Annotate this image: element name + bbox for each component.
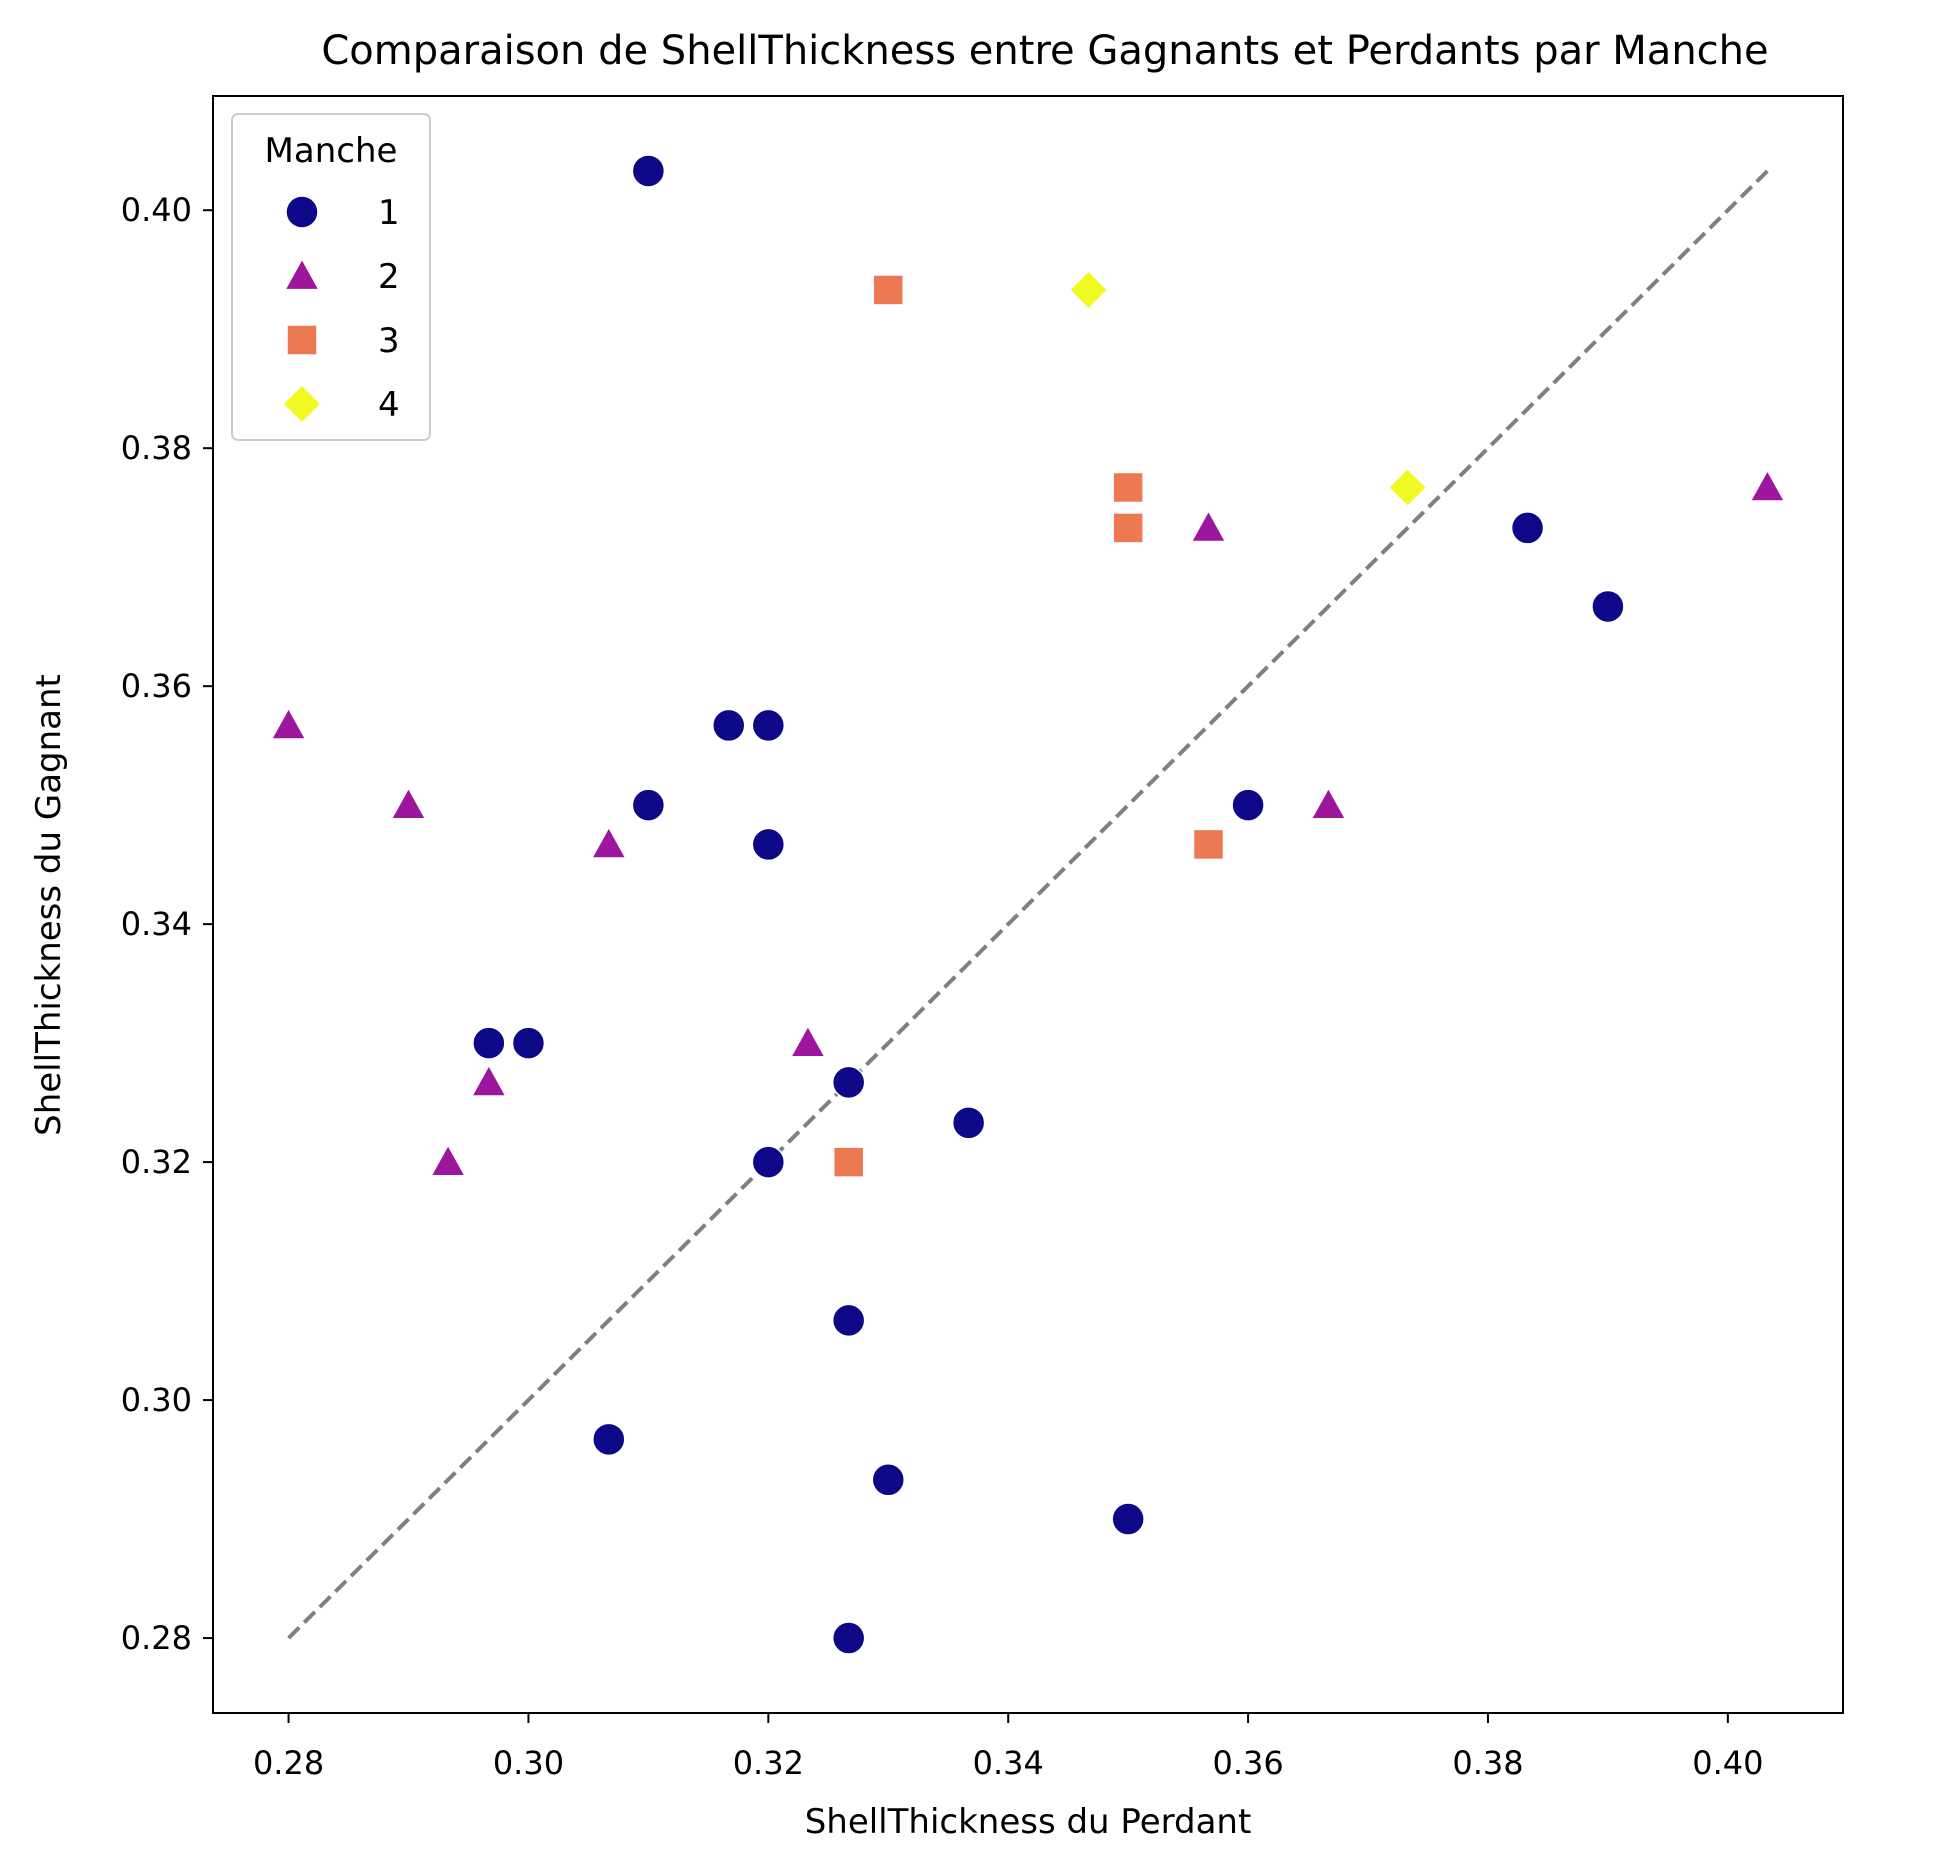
y-tick-label: 0.36 bbox=[121, 667, 192, 705]
data-point-manche-1 bbox=[871, 1463, 906, 1497]
legend-label: 4 bbox=[378, 385, 400, 425]
data-point-manche-1 bbox=[1510, 511, 1545, 545]
y-axis-ticks: 0.28 0.30 0.32 0.34 0.36 0.38 0.40 bbox=[121, 191, 213, 1657]
x-tick-label: 0.40 bbox=[1692, 1744, 1763, 1782]
data-point-manche-1 bbox=[831, 1303, 866, 1338]
plot-area bbox=[212, 95, 1844, 1714]
data-point-manche-2 bbox=[270, 706, 307, 740]
data-point-manche-1 bbox=[1591, 589, 1625, 624]
legend-marker-manche-4 bbox=[281, 383, 323, 425]
data-points bbox=[270, 154, 1786, 1655]
data-point-manche-3 bbox=[832, 1146, 865, 1178]
legend: Manche 1 2 3 4 bbox=[231, 113, 431, 441]
data-point-manche-1 bbox=[831, 1065, 866, 1100]
legend-marker-manche-1 bbox=[285, 195, 319, 229]
data-point-manche-2 bbox=[1310, 786, 1347, 820]
x-tick-label: 0.32 bbox=[733, 1744, 804, 1782]
plot-frame bbox=[212, 95, 1844, 1714]
y-tick-label: 0.28 bbox=[121, 1619, 192, 1657]
data-point-manche-1 bbox=[631, 154, 666, 188]
data-point-manche-1 bbox=[631, 788, 666, 822]
y-tick-label: 0.32 bbox=[121, 1143, 192, 1181]
data-point-manche-2 bbox=[789, 1024, 827, 1058]
data-point-manche-2 bbox=[429, 1143, 467, 1177]
x-tick-label: 0.28 bbox=[253, 1744, 324, 1782]
y-axis-label: ShellThickness du Gagnant bbox=[29, 674, 69, 1136]
y-tick-label: 0.38 bbox=[121, 429, 192, 467]
legend-label: 2 bbox=[378, 257, 400, 297]
legend-label: 1 bbox=[378, 193, 400, 233]
data-point-manche-3 bbox=[872, 274, 905, 306]
diagonal-reference-line bbox=[287, 169, 1769, 1640]
data-point-manche-1 bbox=[751, 708, 786, 743]
legend-title: Manche bbox=[265, 131, 398, 171]
data-point-manche-2 bbox=[590, 825, 628, 859]
data-point-manche-2 bbox=[390, 786, 427, 820]
data-point-manche-1 bbox=[592, 1422, 626, 1457]
data-point-manche-3 bbox=[1192, 828, 1225, 861]
x-axis-label: ShellThickness du Perdant bbox=[805, 1802, 1252, 1842]
x-tick-label: 0.38 bbox=[1452, 1744, 1523, 1782]
data-point-manche-1 bbox=[1231, 788, 1265, 822]
data-point-manche-2 bbox=[1190, 509, 1227, 543]
data-point-manche-1 bbox=[751, 1145, 786, 1179]
data-point-manche-3 bbox=[1112, 471, 1144, 504]
data-point-manche-2 bbox=[1749, 468, 1786, 502]
x-tick-label: 0.36 bbox=[1212, 1744, 1283, 1782]
legend-marker-manche-2 bbox=[283, 257, 321, 291]
x-tick-label: 0.34 bbox=[973, 1744, 1044, 1782]
legend-items: 1 2 3 4 bbox=[281, 193, 400, 425]
data-point-manche-1 bbox=[472, 1026, 506, 1060]
data-point-manche-2 bbox=[470, 1063, 508, 1097]
data-point-manche-1 bbox=[711, 708, 746, 743]
data-point-manche-3 bbox=[1112, 512, 1144, 544]
data-point-manche-1 bbox=[511, 1026, 546, 1060]
x-axis-ticks: 0.28 0.30 0.32 0.34 0.36 0.38 0.40 bbox=[253, 1713, 1763, 1782]
legend-frame bbox=[231, 113, 431, 441]
y-tick-label: 0.30 bbox=[121, 1381, 192, 1419]
y-tick-label: 0.34 bbox=[121, 905, 192, 943]
legend-marker-manche-3 bbox=[286, 324, 318, 356]
data-point-manche-4 bbox=[1068, 269, 1109, 311]
legend-label: 3 bbox=[378, 321, 400, 361]
chart-title: Comparaison de ShellThickness entre Gagn… bbox=[321, 28, 1768, 74]
y-tick-label: 0.40 bbox=[121, 191, 192, 229]
data-point-manche-1 bbox=[951, 1106, 986, 1140]
data-point-manche-1 bbox=[831, 1621, 866, 1655]
x-tick-label: 0.30 bbox=[493, 1744, 564, 1782]
data-point-manche-1 bbox=[751, 827, 786, 862]
data-point-manche-4 bbox=[1387, 467, 1428, 508]
data-point-manche-1 bbox=[1111, 1502, 1145, 1536]
